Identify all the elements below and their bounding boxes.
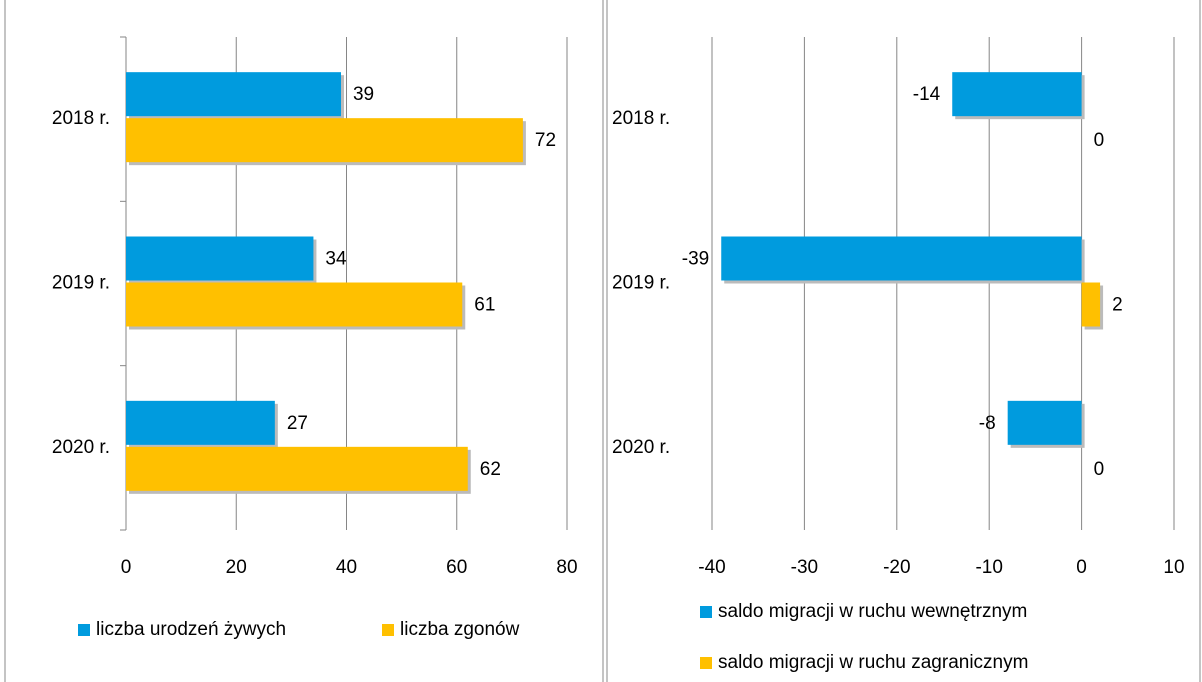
data-label: -8 (979, 413, 996, 434)
x-tick-label: 0 (1076, 557, 1087, 578)
legend-swatch (700, 606, 712, 618)
y-tick-label: 2020 r. (52, 437, 110, 458)
legend-label: liczba urodzeń żywych (96, 619, 286, 640)
data-label: 0 (1094, 130, 1105, 151)
x-tick-label: -30 (791, 557, 818, 578)
data-label: 61 (474, 295, 495, 316)
bar (126, 282, 463, 327)
data-label: 2 (1112, 295, 1123, 316)
bar (126, 400, 275, 445)
y-tick-label: 2020 r. (612, 437, 670, 458)
bar (1081, 282, 1101, 327)
x-tick-label: 40 (336, 557, 357, 578)
data-label: 34 (325, 249, 347, 270)
bar (1007, 400, 1082, 445)
data-label: 62 (480, 459, 501, 480)
data-label: 0 (1094, 459, 1105, 480)
x-tick-label: 80 (556, 557, 577, 578)
x-tick-label: 20 (226, 557, 247, 578)
y-tick-label: 2019 r. (52, 273, 110, 294)
legend-swatch (700, 657, 712, 669)
legend-swatch (382, 624, 394, 636)
x-tick-label: 0 (121, 557, 132, 578)
y-tick-label: 2018 r. (52, 108, 110, 129)
legend-label: liczba zgonów (400, 619, 520, 640)
x-tick-label: -40 (698, 557, 725, 578)
data-label: -14 (913, 84, 941, 105)
y-tick-label: 2019 r. (612, 273, 670, 294)
bar (126, 118, 523, 163)
bar (126, 236, 314, 281)
data-label: 72 (535, 130, 556, 151)
x-tick-label: 60 (446, 557, 467, 578)
legend-swatch (78, 624, 90, 636)
bar (952, 72, 1082, 117)
x-tick-label: -20 (883, 557, 910, 578)
x-tick-label: 10 (1163, 557, 1184, 578)
x-tick-label: -10 (975, 557, 1002, 578)
legend-label: saldo migracji w ruchu wewnętrznym (718, 601, 1027, 622)
bar (126, 446, 468, 491)
y-tick-label: 2018 r. (612, 108, 670, 129)
bar (126, 72, 341, 117)
legend-label: saldo migracji w ruchu zagranicznym (718, 652, 1028, 673)
bar (721, 236, 1082, 281)
data-label: 39 (353, 84, 374, 105)
data-label: 27 (287, 413, 308, 434)
data-label: -39 (682, 249, 709, 270)
